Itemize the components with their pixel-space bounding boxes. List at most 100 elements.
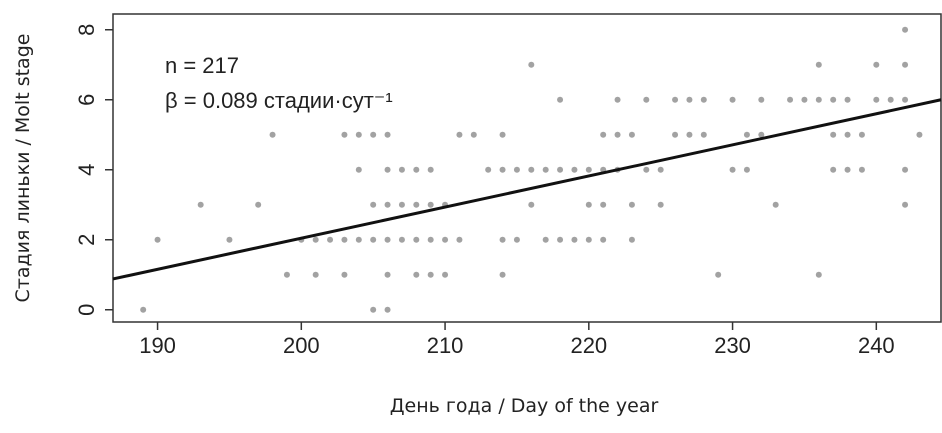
point [873, 61, 880, 68]
point [787, 96, 794, 103]
point [643, 166, 650, 173]
point [528, 201, 535, 208]
point [715, 271, 722, 278]
point [384, 306, 391, 313]
point [513, 236, 520, 243]
x-tick-label: 210 [427, 333, 464, 358]
point [585, 236, 592, 243]
point [902, 201, 909, 208]
point [743, 131, 750, 138]
point [427, 201, 434, 208]
point [643, 96, 650, 103]
y-tick-label: 2 [74, 234, 99, 246]
point [743, 166, 750, 173]
point [729, 96, 736, 103]
x-tick-label: 240 [858, 333, 895, 358]
point [672, 131, 679, 138]
point [499, 166, 506, 173]
point [384, 271, 391, 278]
point [600, 201, 607, 208]
point [456, 236, 463, 243]
point [902, 61, 909, 68]
y-tick-label: 8 [74, 24, 99, 36]
point [398, 166, 405, 173]
point [499, 271, 506, 278]
point [384, 131, 391, 138]
point [585, 201, 592, 208]
point [528, 61, 535, 68]
point [571, 236, 578, 243]
point [700, 96, 707, 103]
point [341, 236, 348, 243]
point [686, 96, 693, 103]
point [427, 236, 434, 243]
point [327, 236, 334, 243]
point [370, 236, 377, 243]
point [528, 166, 535, 173]
point [557, 166, 564, 173]
point [413, 201, 420, 208]
point [542, 166, 549, 173]
point [844, 131, 851, 138]
point [758, 96, 765, 103]
point [815, 96, 822, 103]
point [614, 131, 621, 138]
annotation: n = 217 [165, 53, 239, 78]
point [614, 96, 621, 103]
point [772, 201, 779, 208]
point [844, 166, 851, 173]
point [370, 306, 377, 313]
point [571, 166, 578, 173]
point [758, 131, 765, 138]
point [427, 271, 434, 278]
point [858, 131, 865, 138]
point [902, 96, 909, 103]
point [197, 201, 204, 208]
point [154, 236, 161, 243]
point [628, 236, 635, 243]
point [384, 236, 391, 243]
point [140, 306, 147, 313]
point [341, 131, 348, 138]
point [858, 166, 865, 173]
point [226, 236, 233, 243]
point [729, 166, 736, 173]
point [916, 131, 923, 138]
x-axis-label: День года / Day of the year [390, 395, 659, 417]
x-tick-label: 200 [283, 333, 320, 358]
point [815, 271, 822, 278]
x-tick-label: 220 [570, 333, 607, 358]
point [600, 236, 607, 243]
point [600, 131, 607, 138]
point [557, 236, 564, 243]
point [628, 201, 635, 208]
point [830, 96, 837, 103]
point [312, 236, 319, 243]
fit-line [112, 98, 942, 281]
point [686, 131, 693, 138]
point [873, 96, 880, 103]
point [442, 271, 449, 278]
point [542, 236, 549, 243]
point [341, 271, 348, 278]
point [355, 166, 362, 173]
point [902, 166, 909, 173]
point [398, 236, 405, 243]
y-axis-label: Стадия линьки / Molt stage [12, 34, 34, 303]
point [312, 271, 319, 278]
y-tick-label: 4 [74, 164, 99, 176]
point [844, 96, 851, 103]
point [902, 26, 909, 33]
point [384, 201, 391, 208]
point [269, 131, 276, 138]
point [830, 131, 837, 138]
point [830, 166, 837, 173]
point [499, 131, 506, 138]
point [628, 131, 635, 138]
y-tick-label: 0 [74, 304, 99, 316]
point [283, 271, 290, 278]
point [557, 96, 564, 103]
point [384, 166, 391, 173]
point [887, 96, 894, 103]
